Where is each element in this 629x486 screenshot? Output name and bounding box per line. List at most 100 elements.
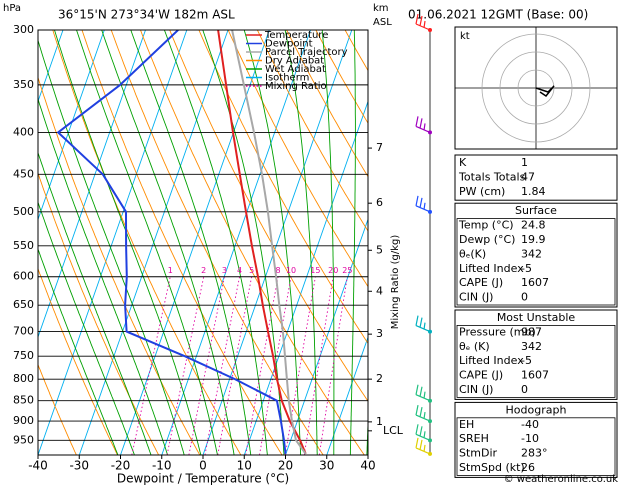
row-value: 24.8: [521, 219, 546, 232]
y-tick-label: 400: [13, 125, 34, 138]
y-tick-label: 350: [13, 78, 34, 91]
km-tick-label: 2: [376, 372, 383, 385]
wind-barb: [415, 195, 431, 213]
barb-dot: [428, 419, 432, 424]
mixing-ratio-label: 15: [310, 266, 320, 275]
row-label: SREH: [459, 432, 489, 445]
isotherm: [326, 335, 368, 455]
row-value: 342: [521, 340, 542, 353]
mixing-ratio-label: 3: [222, 266, 227, 275]
wet-adiabat: [202, 30, 285, 455]
row-value: 1607: [521, 276, 549, 289]
x-axis-label: Dewpoint / Temperature (°C): [117, 472, 289, 486]
barb-dot: [428, 28, 432, 32]
row-label: CAPE (J): [459, 369, 503, 382]
row-label: StmSpd (kt): [459, 461, 525, 474]
table-box: [454, 309, 618, 400]
row-value: 26: [521, 461, 535, 474]
wet-adiabat: [54, 30, 202, 455]
barb-dot: [428, 130, 432, 135]
y-tick-label: 550: [13, 239, 34, 252]
wind-barb: [415, 384, 431, 402]
isotherm: [38, 30, 188, 455]
row-value: -5: [521, 262, 532, 275]
wet-adiabat: [38, 201, 135, 455]
km-tick-label: 1: [376, 415, 383, 428]
row-label: CIN (J): [459, 383, 493, 396]
dry-adiabat: [52, 30, 242, 455]
legend-label: Temperature: [264, 30, 328, 41]
mixing-ratio-line: [188, 276, 225, 455]
plot-area: 1 2 3 4 5 8 10 15 20 25: [38, 30, 368, 455]
dry-adiabat: [169, 30, 368, 402]
hodograph-ring: [499, 51, 573, 125]
profile-line: [57, 30, 287, 455]
hodograph-trace: [535, 85, 555, 98]
isotherm: [202, 30, 353, 455]
profile-line: [217, 30, 307, 455]
mixing-ratio-label: 4: [237, 266, 242, 275]
isotherm: [38, 30, 146, 339]
mixing-ratio-line: [259, 276, 292, 455]
lcl-label: LCL: [383, 424, 404, 437]
wind-barb: [415, 116, 431, 133]
profile-line: [231, 30, 307, 455]
wet-adiabat: [284, 30, 318, 455]
row-value: 342: [521, 247, 542, 260]
table-box: [454, 401, 618, 478]
mixing-ratio-line: [217, 276, 253, 455]
row-label: CIN (J): [459, 291, 493, 304]
mixing-ratio-line: [166, 276, 205, 455]
section-title: Hodograph: [506, 403, 567, 416]
mixing-ratio-line: [318, 276, 348, 455]
isotherm: [243, 100, 368, 455]
dry-adiabat: [256, 30, 368, 232]
mixing-ratio-label: 25: [342, 266, 352, 275]
x-tick-label: -20: [111, 459, 131, 473]
y-tick-label: 650: [13, 298, 34, 311]
wet-adiabat: [163, 30, 268, 455]
section-title: Surface: [515, 204, 557, 217]
x-tick-label: 40: [360, 459, 375, 473]
y-tick-label: 950: [13, 433, 34, 446]
legend-label: Dry Adiabat: [265, 56, 324, 67]
barb-dot: [428, 438, 432, 443]
wind-barb: [415, 13, 431, 31]
section-inner: [456, 417, 616, 476]
dry-adiabat: [140, 30, 365, 455]
row-label: Lifted Index: [459, 354, 524, 367]
mixing-ratio-label: 10: [286, 266, 296, 275]
row-value: 283°: [521, 447, 548, 460]
dry-adiabat: [227, 30, 368, 288]
x-tick-label: 10: [237, 459, 252, 473]
y-tick-label: 700: [13, 325, 34, 338]
dry-adiabat: [81, 30, 283, 455]
index-value: 47: [521, 170, 535, 183]
row-value: 0: [521, 291, 528, 304]
km-tick-label: 7: [376, 141, 383, 154]
y-tick-label: 900: [13, 414, 34, 427]
row-label: Dewp (°C): [459, 233, 515, 246]
index-value: 1.84: [521, 185, 546, 198]
row-value: 987: [521, 325, 542, 338]
dry-adiabat: [198, 30, 368, 345]
mixing-ratio-label: 1: [168, 266, 173, 275]
row-value: 0: [521, 383, 528, 396]
row-value: -5: [521, 354, 532, 367]
table-box: [454, 154, 618, 201]
barb-dot: [428, 398, 432, 403]
wet-adiabat: [38, 97, 169, 455]
mixing-ratio-line: [204, 276, 241, 455]
legend-label: Parcel Trajectory: [265, 47, 348, 58]
wet-adiabat: [130, 30, 252, 455]
mixing-ratio-label: 2: [201, 266, 206, 275]
legend-label: Dewpoint: [265, 39, 313, 50]
dry-adiabat: [38, 363, 77, 455]
dry-adiabat: [38, 76, 201, 455]
wind-barb: [415, 315, 431, 333]
wind-barb: [415, 424, 431, 441]
row-label: θₑ (K): [459, 340, 490, 353]
barb-dot: [428, 209, 432, 214]
